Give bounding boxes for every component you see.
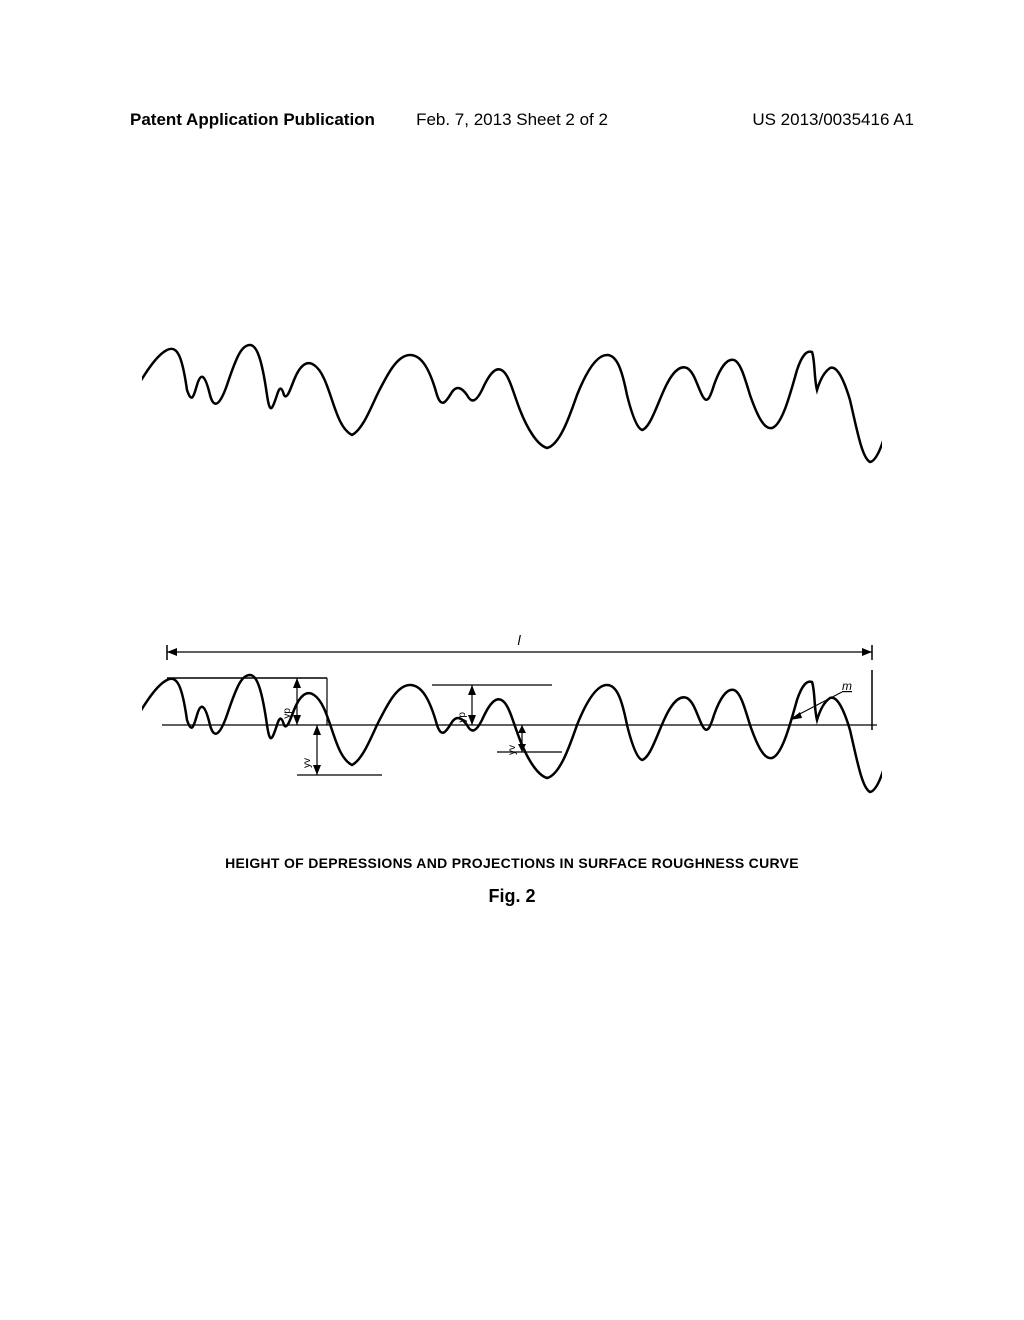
figure-main: l m yp yp (142, 630, 882, 907)
length-dimension: l (167, 632, 872, 660)
yv1-label: yv (302, 758, 313, 768)
roughness-curve (142, 345, 882, 462)
page-header: Patent Application Publication Feb. 7, 2… (0, 110, 1024, 130)
yv-annotation-2: yv (497, 725, 562, 755)
header-doc-number: US 2013/0035416 A1 (752, 110, 914, 130)
figure-label: Fig. 2 (142, 886, 882, 907)
figure-preview (142, 300, 882, 505)
yp-annotation-2: yp (432, 685, 552, 725)
roughness-diagram: l m yp yp (142, 630, 882, 830)
yv2-label: yv (507, 745, 518, 755)
yp2-label: yp (457, 712, 468, 723)
length-label: l (517, 632, 521, 648)
header-date-sheet: Feb. 7, 2013 Sheet 2 of 2 (416, 110, 608, 130)
roughness-diagram-top (142, 300, 882, 500)
mean-label: m (842, 679, 852, 693)
roughness-curve-main (142, 675, 882, 792)
figure-caption: HEIGHT OF DEPRESSIONS AND PROJECTIONS IN… (142, 855, 882, 871)
yp1-label: yp (282, 708, 293, 719)
header-publication: Patent Application Publication (130, 110, 375, 130)
